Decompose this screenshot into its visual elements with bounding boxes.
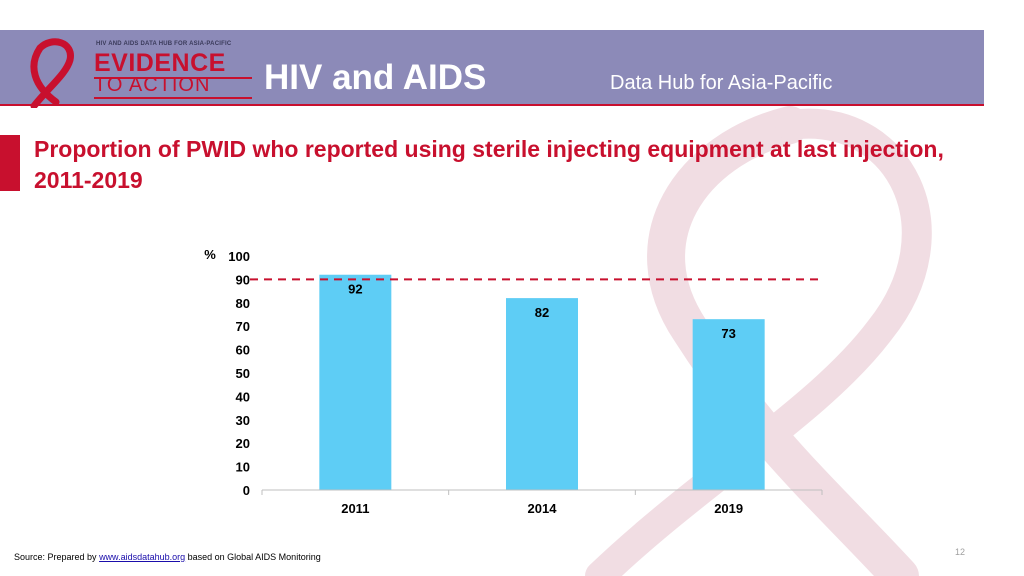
slide-title: Proportion of PWID who reported using st… bbox=[34, 136, 944, 193]
source-note: Source: Prepared by www.aidsdatahub.org … bbox=[14, 552, 321, 562]
source-prefix: Source: Prepared by bbox=[14, 552, 100, 562]
y-axis-label: % bbox=[204, 247, 216, 262]
x-tick-label: 2019 bbox=[714, 501, 743, 516]
y-tick-label: 40 bbox=[236, 389, 250, 404]
title-accent-block bbox=[0, 135, 20, 191]
y-tick-label: 10 bbox=[236, 460, 250, 475]
x-tick-label: 2014 bbox=[528, 501, 558, 516]
bar-2011 bbox=[319, 274, 392, 490]
y-tick-label: 30 bbox=[236, 413, 250, 428]
data-label: 92 bbox=[348, 282, 362, 297]
y-tick-label: 60 bbox=[236, 343, 250, 358]
source-suffix: based on Global AIDS Monitoring bbox=[185, 552, 321, 562]
data-label: 73 bbox=[721, 326, 735, 341]
page-number: 12 bbox=[955, 547, 966, 557]
y-tick-label: 50 bbox=[236, 366, 250, 381]
logo-divider bbox=[94, 77, 252, 79]
y-tick-label: 80 bbox=[236, 296, 250, 311]
header-title: HIV and AIDS bbox=[264, 58, 487, 97]
logo-tagline: HIV AND AIDS DATA HUB FOR ASIA-PACIFIC bbox=[96, 41, 232, 47]
data-label: 82 bbox=[535, 305, 549, 320]
logo-to-action-text: TO ACTION bbox=[94, 74, 211, 96]
y-tick-label: 70 bbox=[236, 319, 250, 334]
red-ribbon-icon bbox=[30, 38, 74, 108]
header-subtitle: Data Hub for Asia-Pacific bbox=[610, 72, 833, 94]
logo-underline bbox=[94, 97, 252, 99]
source-link[interactable]: www.aidsdatahub.org bbox=[99, 552, 186, 562]
bar-2019 bbox=[692, 319, 765, 490]
header-band: HIV AND AIDS DATA HUB FOR ASIA-PACIFIC E… bbox=[0, 30, 984, 108]
bar-2014 bbox=[506, 298, 578, 490]
logo-evidence-text: EVIDENCE bbox=[94, 49, 226, 77]
y-tick-label: 20 bbox=[236, 436, 250, 451]
x-tick-label: 2011 bbox=[341, 501, 369, 516]
y-tick-label: 0 bbox=[243, 483, 250, 498]
y-tick-label: 100 bbox=[228, 249, 250, 264]
evidence-to-action-logo: HIV AND AIDS DATA HUB FOR ASIA-PACIFIC E… bbox=[14, 34, 254, 108]
y-tick-label: 90 bbox=[236, 272, 250, 287]
